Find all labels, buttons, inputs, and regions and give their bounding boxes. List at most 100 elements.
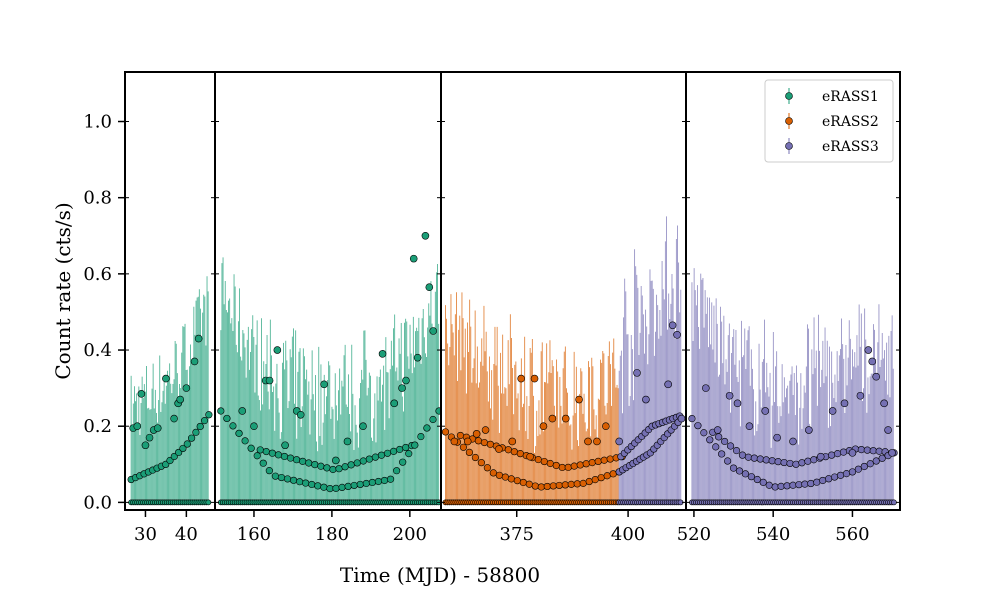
- data-point: [606, 455, 614, 463]
- data-point: [530, 374, 539, 383]
- data-point: [320, 483, 328, 491]
- legend: eRASS1 eRASS2 eRASS3: [764, 79, 894, 163]
- y-tick-label: 0.6: [83, 264, 112, 285]
- data-point: [828, 451, 836, 459]
- data-point: [377, 451, 386, 459]
- data-point: [402, 376, 410, 385]
- data-point: [546, 459, 554, 468]
- data-point: [450, 437, 459, 446]
- data-point: [296, 478, 304, 486]
- data-point: [780, 458, 788, 467]
- data-point: [435, 407, 441, 415]
- data-point: [819, 476, 827, 485]
- data-point: [353, 459, 361, 467]
- data-point: [615, 437, 623, 446]
- data-point: [750, 454, 758, 462]
- data-point: [567, 480, 575, 488]
- data-point: [378, 350, 387, 358]
- legend-label-erass3: eRASS3: [822, 139, 879, 155]
- data-point: [508, 437, 517, 446]
- data-point: [317, 462, 325, 470]
- data-point: [706, 436, 714, 444]
- data-point: [477, 459, 485, 467]
- panel-plot-area: [127, 276, 213, 506]
- data-point: [526, 452, 534, 461]
- data-point: [869, 447, 877, 455]
- data-point: [501, 473, 509, 481]
- data-point: [463, 437, 472, 446]
- panel-plot-area: [441, 216, 686, 506]
- data-point: [296, 410, 305, 419]
- data-point: [268, 449, 276, 457]
- x-tick-label: 30: [134, 524, 157, 545]
- zero-points: [442, 499, 684, 506]
- y-axis-title: Count rate (cts/s): [51, 202, 75, 379]
- data-point: [891, 499, 897, 506]
- y-tick-label: 1.0: [83, 112, 112, 133]
- data-point: [383, 449, 392, 457]
- data-point: [504, 446, 512, 454]
- data-point: [884, 426, 892, 434]
- data-point: [591, 475, 599, 484]
- x-axis: 375 400: [441, 121, 686, 545]
- panel-4: 520 540 560: [677, 71, 901, 545]
- data-point: [344, 482, 352, 491]
- data-point: [534, 455, 542, 464]
- data-point: [848, 449, 857, 457]
- data-point: [842, 470, 851, 478]
- data-point: [603, 472, 611, 480]
- data-point: [187, 434, 196, 442]
- data-point: [786, 459, 794, 468]
- data-point: [713, 426, 722, 434]
- data-point: [777, 482, 785, 490]
- data-point: [600, 456, 608, 464]
- data-point: [332, 484, 340, 492]
- highlight-points: [238, 231, 438, 465]
- data-point: [459, 443, 468, 451]
- data-point: [759, 478, 767, 486]
- data-point: [816, 452, 825, 461]
- data-point: [229, 422, 237, 430]
- data-point: [329, 465, 337, 474]
- data-point: [235, 429, 243, 437]
- data-point: [205, 499, 212, 506]
- curve-points: [688, 414, 898, 491]
- data-point: [423, 424, 431, 432]
- zero-points: [217, 499, 441, 506]
- data-point: [293, 456, 301, 464]
- data-point: [429, 415, 437, 424]
- data-point: [747, 473, 755, 481]
- x-tick-label: 200: [393, 524, 427, 545]
- data-point: [718, 450, 726, 458]
- legend-label-erass1: eRASS1: [822, 89, 879, 105]
- data-point: [133, 422, 142, 431]
- y-tick-label: 0.2: [83, 416, 112, 437]
- highlight-points: [450, 321, 686, 461]
- data-point: [507, 475, 515, 483]
- data-point: [481, 426, 490, 434]
- data-point: [402, 443, 410, 452]
- data-point: [343, 437, 352, 446]
- data-point: [516, 450, 524, 458]
- data-point: [792, 460, 800, 468]
- data-point: [365, 455, 373, 463]
- data-point: [828, 407, 837, 415]
- x-tick-label: 375: [500, 524, 534, 545]
- data-point: [341, 463, 349, 471]
- data-point: [262, 447, 270, 456]
- data-point: [335, 465, 343, 473]
- data-point: [762, 456, 770, 464]
- data-point: [331, 456, 340, 465]
- data-point: [804, 457, 812, 465]
- data-point: [795, 481, 803, 489]
- x-tick-label: 560: [835, 524, 869, 545]
- data-point: [371, 453, 380, 461]
- y-tick-label: 0.8: [83, 188, 112, 209]
- zero-points: [128, 499, 212, 506]
- data-point: [537, 483, 545, 491]
- data-point: [768, 457, 776, 465]
- highlight-points: [129, 334, 203, 450]
- data-point: [305, 459, 313, 467]
- data-point: [299, 457, 307, 465]
- data-point: [753, 475, 761, 484]
